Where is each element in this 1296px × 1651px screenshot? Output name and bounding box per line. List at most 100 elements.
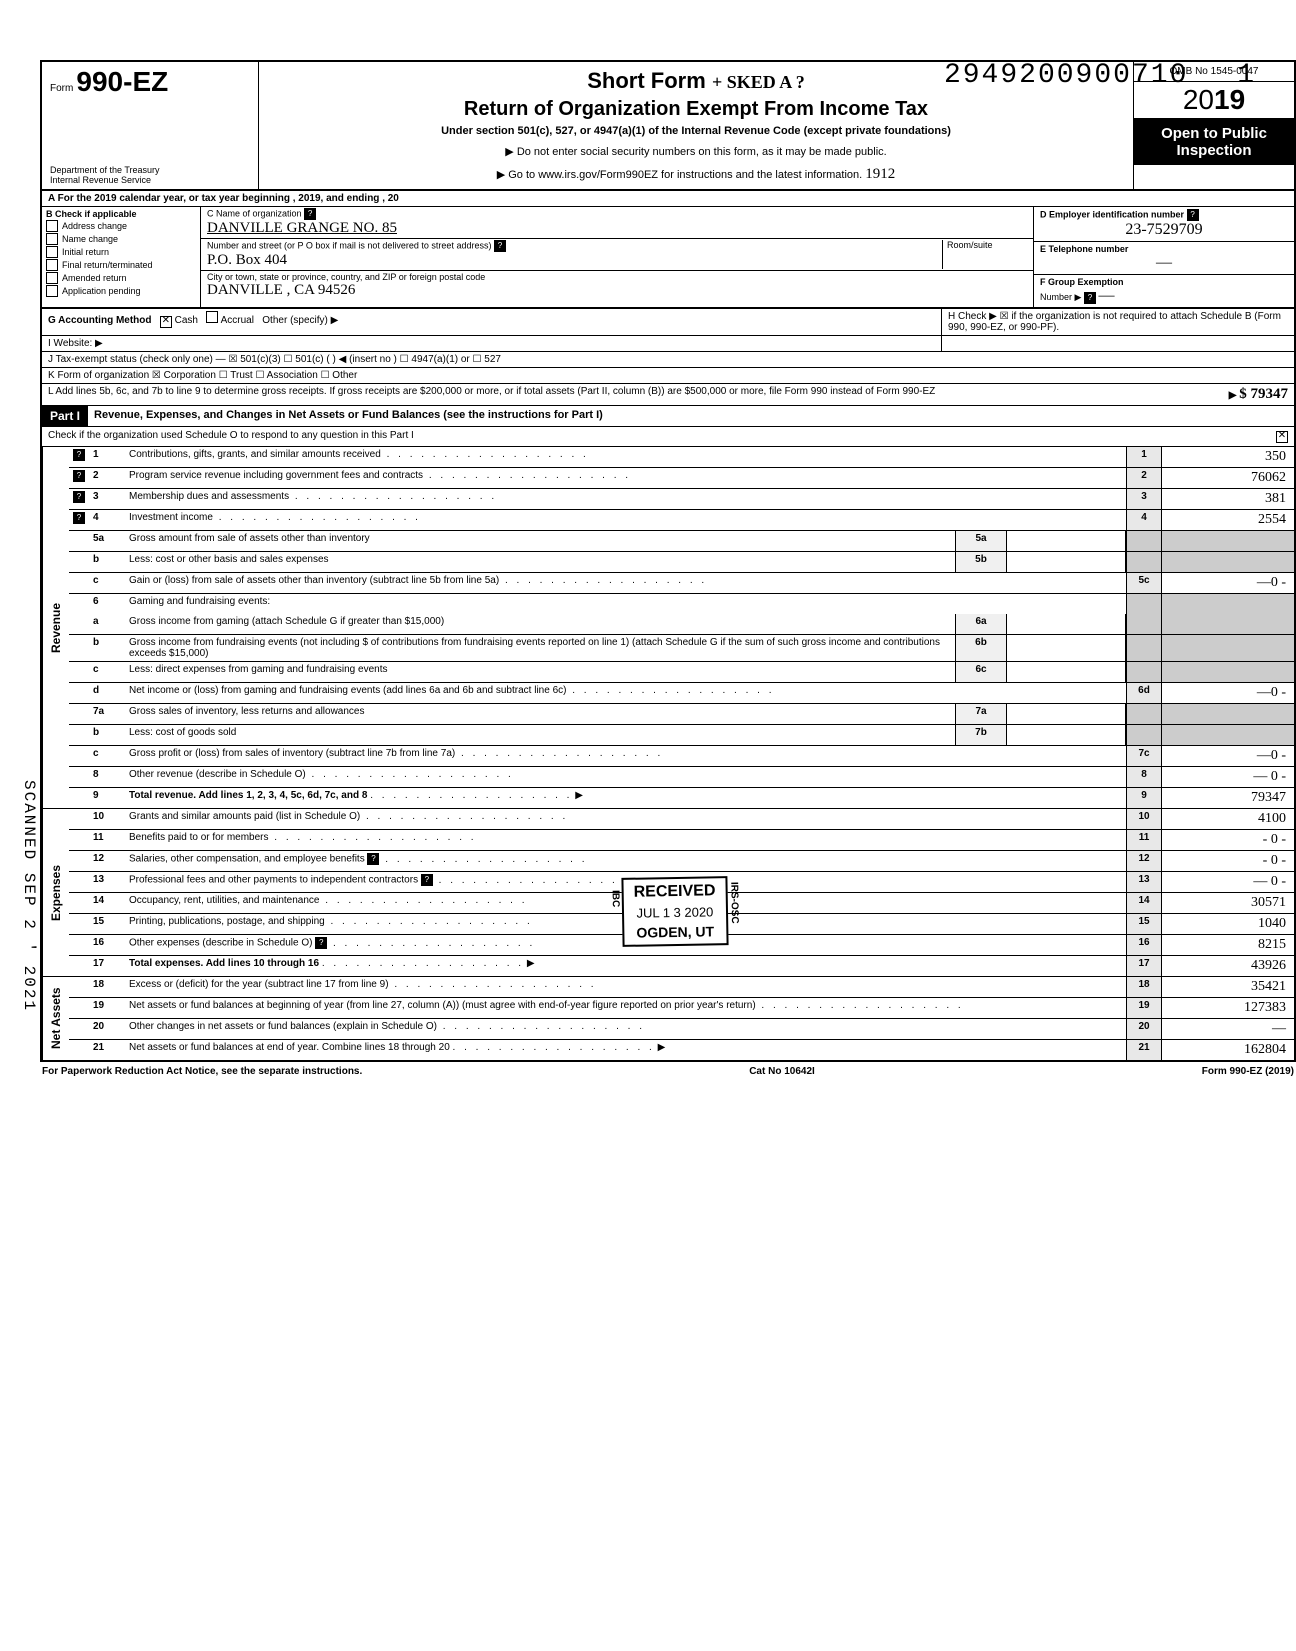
footer-mid: Cat No 10642I	[749, 1066, 815, 1077]
part1-table: RECEIVED JUL 1 3 2020 OGDEN, UT IBC IRS-…	[40, 447, 1296, 1062]
line-6a: a Gross income from gaming (attach Sched…	[69, 614, 1294, 635]
help-icon[interactable]: ?	[1187, 209, 1199, 221]
line-desc: Less: direct expenses from gaming and fu…	[125, 662, 955, 682]
url-line: ▶ Go to www.irs.gov/Form990EZ for instru…	[265, 166, 1127, 183]
help-icon[interactable]: ?	[73, 512, 85, 524]
help-icon[interactable]: ?	[73, 491, 85, 503]
line-5a: 5a Gross amount from sale of assets othe…	[69, 531, 1294, 552]
line-box: 16	[1126, 935, 1161, 955]
url-text: ▶ Go to www.irs.gov/Form990EZ for instru…	[497, 169, 863, 181]
line-val-shaded	[1161, 725, 1294, 745]
line-val: — 0 -	[1161, 872, 1294, 892]
chk-address-change[interactable]: Address change	[46, 220, 196, 232]
line-12: 12 Salaries, other compensation, and emp…	[69, 851, 1294, 872]
line-desc: Gain or (loss) from sale of assets other…	[125, 573, 1126, 593]
chk-label: Name change	[62, 234, 118, 244]
line-5b: b Less: cost or other basis and sales ex…	[69, 552, 1294, 573]
help-icon[interactable]: ?	[421, 874, 433, 886]
line-val: 4100	[1161, 809, 1294, 829]
line-num: 16	[89, 935, 125, 955]
line-subval	[1007, 552, 1126, 572]
help-icon[interactable]: ?	[367, 853, 379, 865]
stamp-suffix: 1	[1237, 60, 1256, 91]
line-box-shaded	[1126, 531, 1161, 551]
line-box-shaded	[1126, 635, 1161, 661]
line-num: 11	[89, 830, 125, 850]
line-desc-text: Professional fees and other payments to …	[129, 875, 418, 886]
row-a-calendar-year: A For the 2019 calendar year, or tax yea…	[40, 191, 1296, 207]
form-page: 2949200900710 1 SCANNED SEP 2 ' 2021 For…	[40, 60, 1296, 1081]
line-6b: b Gross income from fundraising events (…	[69, 635, 1294, 662]
chk-name-change[interactable]: Name change	[46, 233, 196, 245]
checkbox-accrual-icon[interactable]	[206, 311, 218, 323]
footer-left: For Paperwork Reduction Act Notice, see …	[42, 1066, 362, 1077]
col-b-title: B Check if applicable	[46, 209, 196, 219]
line-box: 8	[1126, 767, 1161, 787]
line-box: 1	[1126, 447, 1161, 467]
line-subval	[1007, 704, 1126, 724]
schedule-o-checkbox[interactable]	[1258, 430, 1288, 443]
line-box: 6d	[1126, 683, 1161, 703]
line-desc-text: Salaries, other compensation, and employ…	[129, 854, 365, 865]
line-val: 35421	[1161, 977, 1294, 997]
org-name-field: C Name of organization ? DANVILLE GRANGE…	[201, 207, 1033, 239]
revenue-side-label: Revenue	[42, 447, 69, 808]
line-box: 10	[1126, 809, 1161, 829]
line-box-shaded	[1126, 614, 1161, 634]
line-subval	[1007, 662, 1126, 682]
line-val: 1040	[1161, 914, 1294, 934]
help-icon[interactable]: ?	[1084, 292, 1096, 304]
line-box: 18	[1126, 977, 1161, 997]
line-desc-text: Other expenses (describe in Schedule O)	[129, 938, 312, 949]
chk-application-pending[interactable]: Application pending	[46, 285, 196, 297]
line-num: 14	[89, 893, 125, 913]
help-icon[interactable]: ?	[73, 449, 85, 461]
line-5c: c Gain or (loss) from sale of assets oth…	[69, 573, 1294, 594]
line-box: 7c	[1126, 746, 1161, 766]
section-bcdef: B Check if applicable Address change Nam…	[40, 207, 1296, 309]
line-19: 19 Net assets or fund balances at beginn…	[69, 998, 1294, 1019]
org-name-value: DANVILLE GRANGE NO. 85	[207, 220, 397, 236]
line-desc: Grants and similar amounts paid (list in…	[125, 809, 1126, 829]
help-icon[interactable]: ?	[315, 937, 327, 949]
help-icon[interactable]: ?	[494, 240, 506, 252]
chk-amended-return[interactable]: Amended return	[46, 272, 196, 284]
chk-label: Final return/terminated	[62, 260, 153, 270]
line-val-shaded	[1161, 662, 1294, 682]
line-num: c	[89, 573, 125, 593]
checkbox-cash-icon[interactable]	[160, 316, 172, 328]
line-box: 5c	[1126, 573, 1161, 593]
received-label: RECEIVED	[634, 882, 716, 901]
dept-treasury: Department of the Treasury	[50, 165, 250, 175]
form-title: Return of Organization Exempt From Incom…	[265, 98, 1127, 121]
chk-label: Application pending	[62, 286, 141, 296]
line-box: 20	[1126, 1019, 1161, 1039]
line-box: 14	[1126, 893, 1161, 913]
line-box: 17	[1126, 956, 1161, 976]
line-7a: 7a Gross sales of inventory, less return…	[69, 704, 1294, 725]
line-subval	[1007, 635, 1126, 661]
line-desc: Gross income from fundraising events (no…	[125, 635, 955, 661]
chk-final-return[interactable]: Final return/terminated	[46, 259, 196, 271]
line-1: ? 1 Contributions, gifts, grants, and si…	[69, 447, 1294, 468]
received-date: JUL 1 3 2020	[634, 904, 716, 920]
checkbox-icon	[46, 259, 58, 271]
line-desc: Net assets or fund balances at beginning…	[125, 998, 1126, 1018]
line-num: 9	[89, 788, 125, 808]
line-num: 6	[89, 594, 125, 614]
line-desc: Excess or (deficit) for the year (subtra…	[125, 977, 1126, 997]
received-location: OGDEN, UT	[634, 923, 716, 940]
line-box: 15	[1126, 914, 1161, 934]
help-icon[interactable]: ?	[73, 470, 85, 482]
page-footer: For Paperwork Reduction Act Notice, see …	[40, 1062, 1296, 1081]
row-j-tax-status: J Tax-exempt status (check only one) — ☒…	[40, 352, 1296, 368]
line-box: 19	[1126, 998, 1161, 1018]
cash-label: Cash	[175, 315, 198, 326]
chk-initial-return[interactable]: Initial return	[46, 246, 196, 258]
row-i-wrapper: I Website: ▶	[40, 336, 1296, 352]
help-icon[interactable]: ?	[304, 208, 316, 220]
line-desc-text: Net assets or fund balances at end of ye…	[129, 1042, 450, 1053]
open-public-badge: Open to Public Inspection	[1134, 119, 1294, 165]
line-desc-bold: Total revenue. Add lines 1, 2, 3, 4, 5c,…	[129, 790, 367, 801]
ein-field: D Employer identification number ? 23-75…	[1034, 207, 1294, 242]
